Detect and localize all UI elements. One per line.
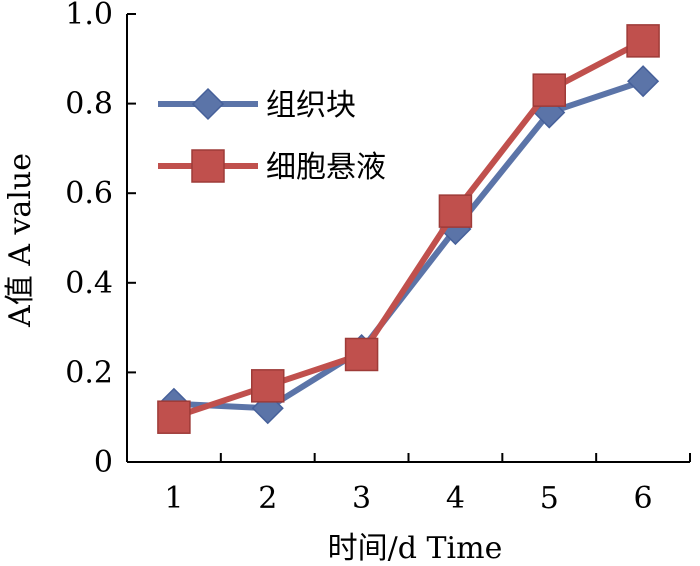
x-tick-label: 2	[258, 481, 277, 516]
y-tick-label: 0.6	[65, 176, 113, 211]
x-tick-label: 6	[634, 481, 653, 516]
series-1-line	[173, 78, 645, 412]
y-axis-label: A值 A value	[3, 153, 38, 328]
legend-swatch-marker	[191, 87, 225, 121]
x-tick-label: 1	[164, 481, 183, 516]
series-2-point	[438, 194, 473, 228]
series-2-point	[251, 369, 285, 403]
series-2	[157, 24, 660, 434]
legend-label: 细胞悬液	[266, 150, 386, 185]
legend-swatch-marker	[191, 149, 225, 183]
series-2-point	[344, 337, 379, 372]
series-1	[157, 65, 660, 425]
legend-label: 组织块	[266, 88, 356, 123]
x-tick-label: 4	[446, 481, 465, 516]
y-tick-label: 0	[94, 445, 113, 480]
y-tick-label: 0.2	[65, 355, 113, 390]
series-layer	[157, 24, 660, 434]
x-tick-label: 5	[540, 481, 559, 516]
x-axis-label: 时间/d Time	[328, 531, 503, 566]
series-1-point	[627, 65, 660, 98]
x-ticks: 1 2 3 4 5 6	[126, 453, 691, 516]
x-tick-label: 3	[352, 481, 371, 516]
series-2-point	[157, 400, 191, 434]
y-tick-label: 0.4	[65, 266, 113, 301]
series-2-line	[172, 38, 645, 421]
series-2-point	[532, 73, 566, 107]
axes	[126, 14, 690, 463]
y-tick-label: 1.0	[65, 0, 113, 32]
legend-item-2: 细胞悬液	[158, 149, 386, 185]
legend-item-1: 组织块	[158, 87, 356, 123]
series-2-point	[626, 24, 660, 58]
y-ticks: 0 0.2 0.4 0.6 0.8 1.0	[65, 0, 136, 480]
y-tick-label: 0.8	[65, 87, 113, 122]
